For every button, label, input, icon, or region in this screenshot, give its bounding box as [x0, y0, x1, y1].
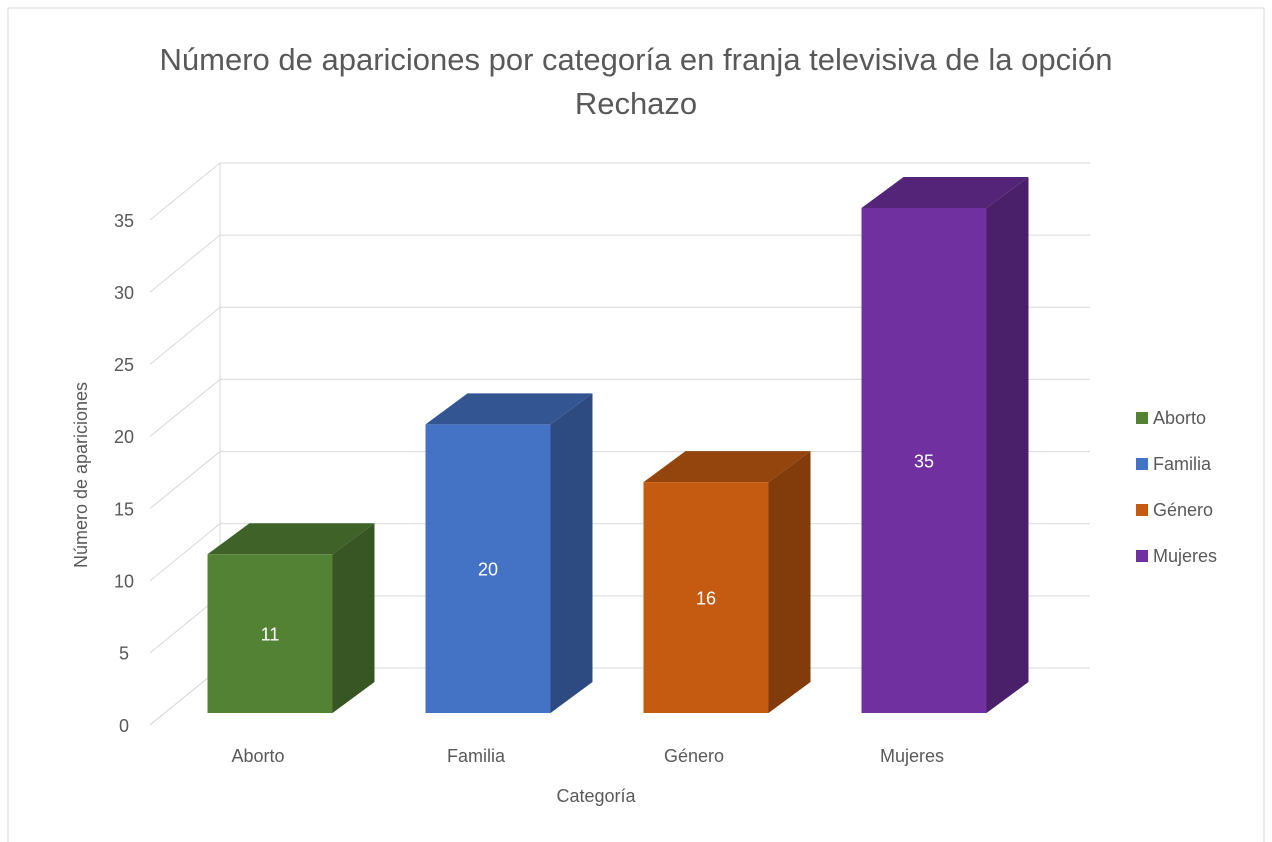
- x-tick-label: Familia: [447, 746, 506, 766]
- legend-swatch: [1136, 458, 1148, 470]
- grid-line: [149, 523, 221, 582]
- grid-line: [149, 234, 221, 293]
- chart-border: [7, 7, 1265, 842]
- chart-title: Número de apariciones por categoría en f…: [159, 42, 1113, 121]
- legend-label: Familia: [1153, 454, 1212, 474]
- y-tick-label: 10: [114, 571, 134, 591]
- y-axis-title: Número de apariciones: [71, 382, 91, 568]
- y-tick-label: 25: [114, 355, 134, 375]
- bar-side: [986, 177, 1029, 713]
- y-tick-label: 0: [119, 716, 129, 736]
- legend-swatch: [1136, 550, 1148, 562]
- grid-line: [149, 379, 221, 437]
- bar-side: [768, 451, 811, 713]
- data-label: 11: [261, 624, 280, 644]
- legend-label: Mujeres: [1153, 546, 1217, 566]
- x-tick-label: Aborto: [231, 746, 284, 766]
- legend-swatch: [1136, 504, 1148, 516]
- legend-swatch: [1136, 412, 1148, 424]
- bar: [643, 482, 769, 713]
- legend-label: Aborto: [1153, 408, 1206, 428]
- y-tick-label: 15: [114, 499, 134, 519]
- y-tick-label: 35: [114, 211, 134, 231]
- x-axis-title: Categoría: [556, 786, 636, 806]
- bar-side: [332, 523, 375, 713]
- data-label: 35: [914, 451, 934, 471]
- bar-top: [425, 393, 593, 425]
- data-label: 16: [696, 588, 716, 608]
- legend-label: Género: [1153, 500, 1213, 520]
- bar: [207, 554, 333, 713]
- y-tick-label: 5: [119, 644, 129, 664]
- grid-line: [149, 162, 221, 221]
- bar-top: [643, 451, 811, 483]
- bar-side: [550, 393, 593, 713]
- bar: [425, 424, 551, 713]
- x-tick-label: Género: [664, 746, 724, 766]
- grid-line: [149, 451, 221, 509]
- x-tick-label: Mujeres: [880, 746, 944, 766]
- y-tick-label: 30: [114, 283, 134, 303]
- bar-top: [207, 523, 375, 555]
- bar: [861, 208, 987, 713]
- bar-top: [861, 177, 1029, 208]
- data-label: 20: [478, 559, 498, 579]
- y-tick-label: 20: [114, 427, 134, 447]
- grid-line: [149, 306, 221, 365]
